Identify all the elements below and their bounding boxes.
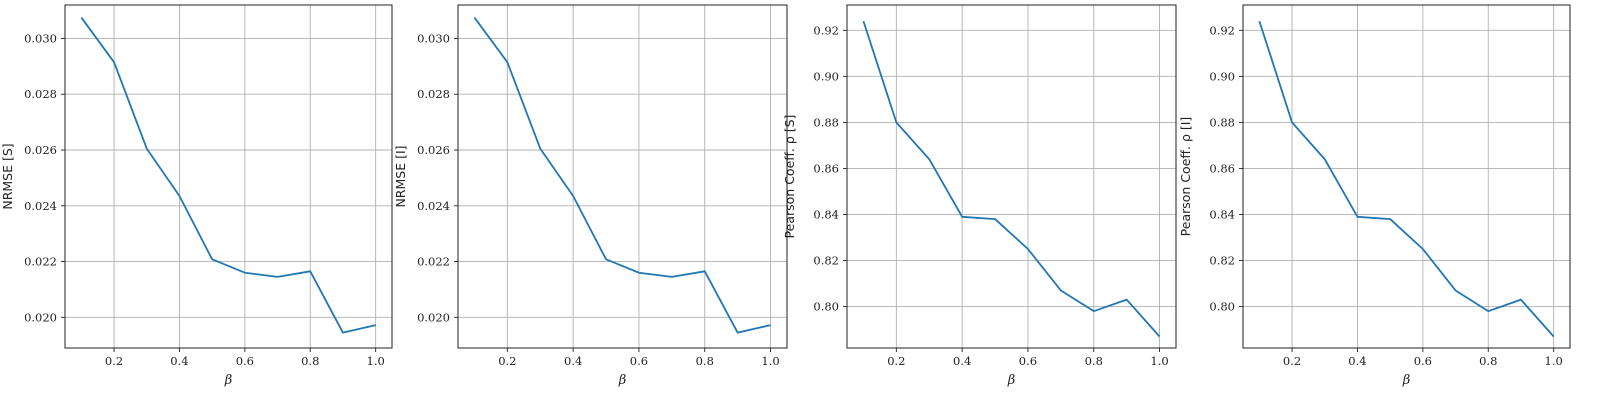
x-axis-label: β (1402, 373, 1411, 388)
y-tick-label: 0.84 (813, 207, 839, 221)
x-tick-label: 1.0 (761, 354, 779, 368)
x-tick-label: 0.4 (953, 354, 971, 368)
y-tick-label: 0.88 (1209, 115, 1235, 129)
y-tick-label: 0.88 (813, 115, 839, 129)
y-tick-label: 0.82 (813, 254, 839, 268)
x-tick-label: 0.6 (630, 354, 648, 368)
x-tick-label: 0.6 (236, 354, 254, 368)
x-tick-label: 1.0 (367, 354, 385, 368)
y-tick-label: 0.022 (417, 255, 450, 269)
series-line (473, 17, 771, 334)
y-tick-label: 0.90 (813, 69, 839, 83)
y-tick-label: 0.80 (1209, 300, 1235, 314)
y-tick-label: 0.024 (417, 199, 450, 213)
y-tick-label: 0.028 (24, 87, 57, 101)
y-tick-label: 0.80 (813, 300, 839, 314)
x-axis-label: β (1007, 373, 1016, 388)
x-tick-label: 0.8 (1479, 354, 1497, 368)
x-tick-label: 1.0 (1545, 354, 1563, 368)
x-tick-label: 0.2 (105, 354, 123, 368)
x-tick-label: 0.8 (301, 354, 319, 368)
x-tick-label: 0.6 (1414, 354, 1432, 368)
x-tick-label: 0.4 (1348, 354, 1366, 368)
x-tick-label: 0.8 (1085, 354, 1103, 368)
series-line (1258, 20, 1555, 338)
y-tick-label: 0.030 (24, 31, 57, 45)
subplot-4: 0.2 0.4 0.6 0.8 1.0 0.80 0.82 0.84 0.86 0.88 0.90 0… (1178, 4, 1571, 388)
subplot-3: 0.2 0.4 0.6 0.8 1.0 0.80 0.82 0.84 0.86 0.88 0.90 0… (782, 4, 1177, 388)
y-tick-label: 0.026 (24, 143, 57, 157)
y-tick-label: 0.86 (813, 161, 839, 175)
subplot-2: 0.2 0.4 0.6 0.8 1.0 0.020 0.022 0.024 0.026 0.028… (393, 4, 788, 388)
x-tick-label: 0.2 (887, 354, 905, 368)
y-axis-label: NRMSE [I] (393, 145, 408, 207)
x-tick-label: 0.2 (498, 354, 516, 368)
y-tick-label: 0.86 (1209, 161, 1235, 175)
y-tick-label: 0.92 (1209, 23, 1235, 37)
x-tick-label: 0.8 (696, 354, 714, 368)
x-tick-label: 0.6 (1019, 354, 1037, 368)
x-tick-label: 1.0 (1150, 354, 1168, 368)
y-tick-label: 0.026 (417, 143, 450, 157)
series-line (80, 17, 376, 334)
y-tick-label: 0.022 (24, 255, 57, 269)
y-tick-label: 0.020 (417, 310, 450, 324)
x-tick-label: 0.2 (1283, 354, 1301, 368)
series-line (862, 20, 1161, 338)
axes-frame (457, 4, 788, 349)
x-tick-label: 0.4 (170, 354, 188, 368)
y-tick-label: 0.020 (24, 310, 57, 324)
y-axis-label: NRMSE [S] (0, 143, 15, 209)
y-tick-label: 0.84 (1209, 207, 1235, 221)
x-axis-label: β (618, 373, 627, 388)
y-tick-label: 0.90 (1209, 69, 1235, 83)
axes-frame (846, 4, 1177, 349)
axes-frame (64, 4, 393, 349)
y-tick-label: 0.82 (1209, 254, 1235, 268)
y-tick-label: 0.030 (417, 31, 450, 45)
y-tick-label: 0.028 (417, 87, 450, 101)
subplot-1: 0.2 0.4 0.6 0.8 1.0 0.020 0.022 0.024 0.026 0.028… (0, 4, 393, 388)
y-tick-label: 0.024 (24, 199, 57, 213)
x-axis-label: β (224, 373, 233, 388)
y-axis-label: Pearson Coeff. ρ [I] (1178, 117, 1193, 237)
y-axis-label: Pearson Coeff. ρ [S] (782, 115, 797, 239)
x-tick-label: 0.4 (564, 354, 582, 368)
axes-frame (1242, 4, 1571, 349)
y-tick-label: 0.92 (813, 23, 839, 37)
